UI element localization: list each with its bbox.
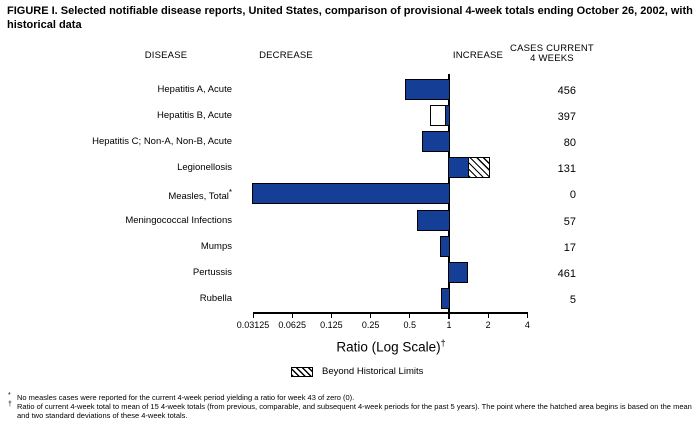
beyond-limits-bar <box>468 157 491 179</box>
disease-label: Meningococcal Infections <box>0 215 232 226</box>
disease-label-text: Meningococcal Infections <box>125 214 232 226</box>
column-header-disease: DISEASE <box>144 50 188 61</box>
disease-label: Hepatitis B, Acute <box>0 110 232 121</box>
x-axis-tick <box>330 313 332 318</box>
disease-label-text: Measles, Total <box>168 191 229 203</box>
disease-label: Mumps <box>0 241 232 252</box>
cases-value: 397 <box>557 110 576 123</box>
footnote-measles: * No measles cases were reported for the… <box>8 392 697 402</box>
footnote-text: Ratio of current 4-week total to mean of… <box>17 402 692 420</box>
column-header-cases: CASES CURRENT 4 WEEKS <box>496 44 608 64</box>
increase-bar <box>448 261 468 283</box>
x-axis-tick <box>526 313 528 318</box>
cases-value: 0 <box>569 189 576 202</box>
footnote-ratio: † Ratio of current 4-week total to mean … <box>8 401 697 420</box>
disease-label: Pertussis <box>0 267 232 278</box>
decrease-bar <box>440 235 450 257</box>
legend-hatch-swatch <box>291 367 313 377</box>
figure-title: FIGURE I. Selected notifiable disease re… <box>7 5 693 31</box>
legend-label: Beyond Historical Limits <box>322 366 424 377</box>
x-axis-tick-label: 0.03125 <box>236 320 270 330</box>
disease-label-text: Hepatitis C; Non-A, Non-B, Acute <box>92 135 232 147</box>
column-header-cases-line2: 4 WEEKS <box>530 53 574 64</box>
column-header-decrease: DECREASE <box>259 50 313 61</box>
disease-label-text: Mumps <box>200 240 232 252</box>
decrease-bar <box>252 183 450 205</box>
disease-label: Hepatitis A, Acute <box>0 84 232 95</box>
x-axis-tick <box>487 313 489 318</box>
disease-label-sup: * <box>228 188 232 198</box>
x-axis-line <box>253 312 529 314</box>
x-axis-label-dagger: † <box>440 338 446 348</box>
cases-value: 80 <box>563 136 576 149</box>
x-axis-label: Ratio (Log Scale)† <box>253 338 529 355</box>
footnote-marker-asterisk: * <box>8 392 11 399</box>
cases-value: 57 <box>563 215 576 228</box>
decrease-bar <box>417 209 450 231</box>
disease-label: Rubella <box>0 293 232 304</box>
column-header-cases-line1: CASES CURRENT <box>510 43 594 54</box>
x-axis-tick-label: 0.125 <box>320 320 343 330</box>
increase-bar <box>448 157 470 179</box>
x-axis-tick-label: 2 <box>485 320 491 330</box>
x-axis-tick-label: 0.5 <box>403 320 417 330</box>
disease-label-text: Rubella <box>199 293 232 305</box>
disease-label: Legionellosis <box>0 162 232 173</box>
footnote-text: No measles cases were reported for the c… <box>17 393 355 402</box>
cases-value: 456 <box>557 84 576 97</box>
footnote-marker-dagger: † <box>8 401 12 408</box>
decrease-bar <box>445 104 450 126</box>
x-axis-tick <box>370 313 372 318</box>
decrease-bar <box>440 288 450 310</box>
cases-value: 5 <box>569 294 576 307</box>
disease-label-text: Legionellosis <box>177 162 232 174</box>
x-axis-tick <box>291 313 293 318</box>
x-axis-tick <box>448 313 450 318</box>
cases-value: 461 <box>557 267 576 280</box>
cases-value: 131 <box>557 163 576 176</box>
cases-value: 17 <box>563 241 576 254</box>
disease-label-text: Hepatitis A, Acute <box>157 83 232 95</box>
disease-label: Measles, Total* <box>0 188 232 202</box>
x-axis-tick-label: 0.0625 <box>278 320 306 330</box>
disease-label: Hepatitis C; Non-A, Non-B, Acute <box>0 136 232 147</box>
disease-label-text: Pertussis <box>192 266 232 278</box>
decrease-bar <box>421 130 450 152</box>
x-axis-tick-label: 1 <box>446 320 452 330</box>
column-header-increase: INCREASE <box>452 50 504 61</box>
disease-label-text: Hepatitis B, Acute <box>157 109 232 121</box>
decrease-bar <box>405 78 450 100</box>
x-axis-tick <box>252 313 254 318</box>
footnotes: * No measles cases were reported for the… <box>8 392 697 420</box>
x-axis-tick-label: 0.25 <box>361 320 380 330</box>
x-axis-label-text: Ratio (Log Scale) <box>336 339 441 355</box>
x-axis-tick <box>409 313 411 318</box>
x-axis-tick-label: 4 <box>524 320 530 330</box>
